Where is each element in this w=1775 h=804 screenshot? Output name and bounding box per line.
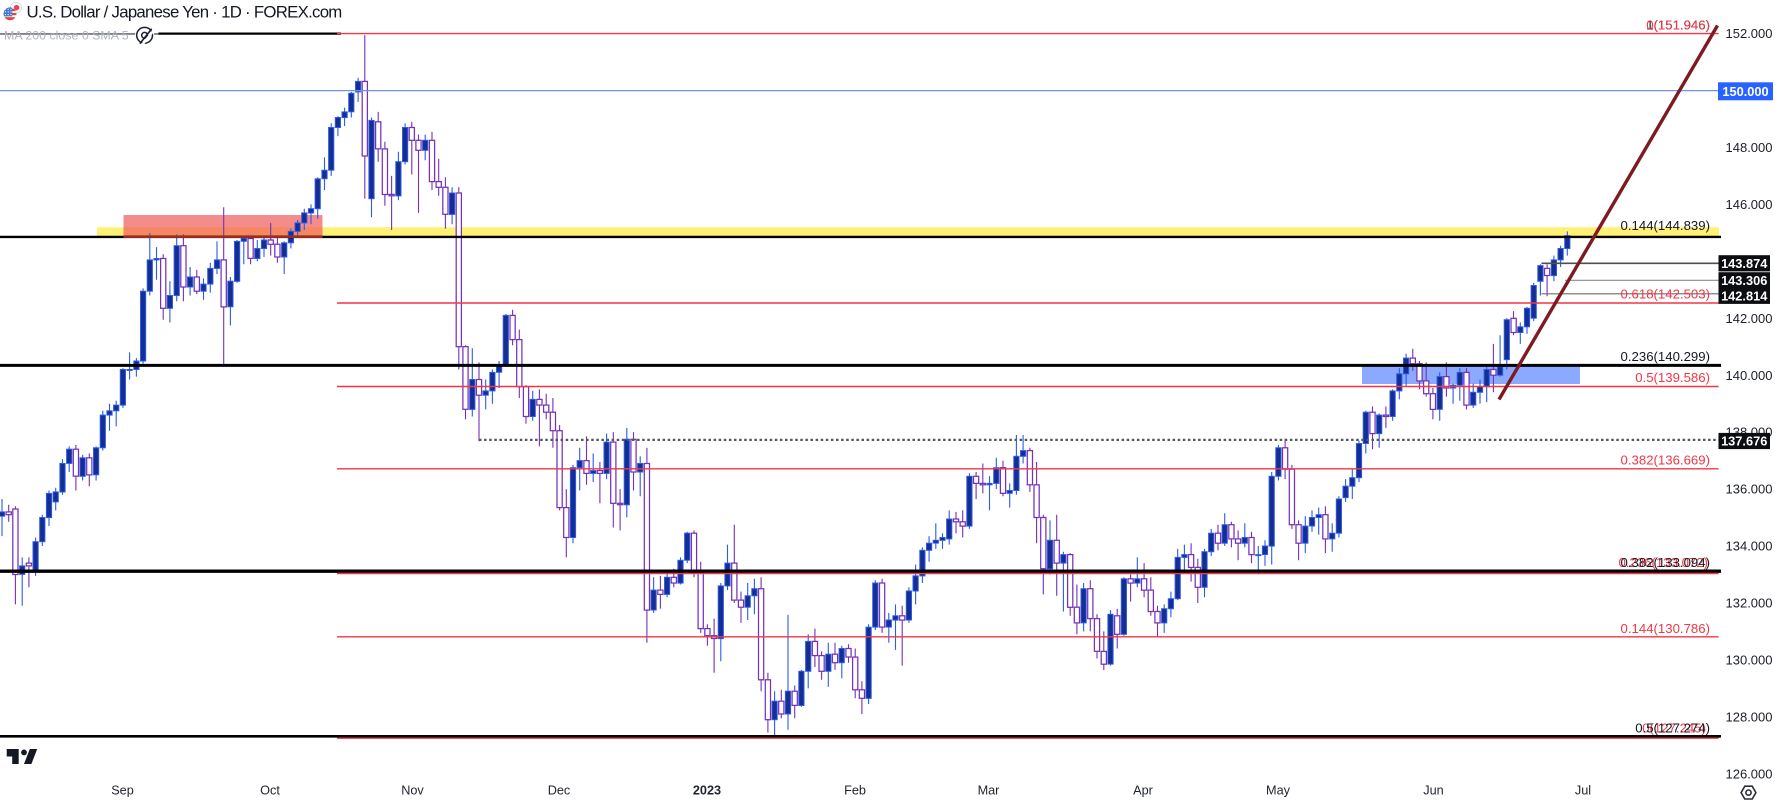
svg-text:0.382(136.669): 0.382(136.669)	[1621, 453, 1710, 468]
svg-text:2023: 2023	[693, 784, 721, 798]
svg-text:140.000: 140.000	[1726, 368, 1773, 383]
svg-text:MA 200 close 0 SMA 5: MA 200 close 0 SMA 5	[4, 29, 129, 43]
svg-text:0.618(142.503): 0.618(142.503)	[1621, 287, 1710, 302]
svg-text:0.144(144.839): 0.144(144.839)	[1621, 218, 1710, 233]
svg-text:0.5(127.274): 0.5(127.274)	[1635, 720, 1710, 735]
svg-text:Oct: Oct	[260, 784, 280, 798]
svg-text:143.874: 143.874	[1721, 256, 1768, 271]
svg-text:Sep: Sep	[111, 784, 134, 798]
svg-text:126.000: 126.000	[1726, 766, 1773, 781]
svg-text:142.814: 142.814	[1721, 288, 1768, 303]
svg-text:152.000: 152.000	[1726, 26, 1773, 41]
svg-text:0.236(133.072): 0.236(133.072)	[1619, 555, 1708, 570]
svg-text:0.144(130.786): 0.144(130.786)	[1621, 621, 1710, 636]
svg-text:Jul: Jul	[1575, 784, 1591, 798]
svg-text:Apr: Apr	[1133, 784, 1154, 798]
svg-text:0.382(133.094): 0.382(133.094)	[1621, 555, 1710, 570]
svg-text:130.000: 130.000	[1726, 652, 1773, 667]
svg-text:0.5(139.586): 0.5(139.586)	[1635, 370, 1710, 385]
svg-text:May: May	[1266, 784, 1291, 798]
svg-text:132.000: 132.000	[1726, 596, 1773, 611]
svg-text:143.306: 143.306	[1721, 273, 1767, 288]
svg-text:0.236(140.299): 0.236(140.299)	[1621, 349, 1710, 364]
svg-text:128.000: 128.000	[1726, 709, 1773, 724]
svg-text:Dec: Dec	[548, 784, 571, 798]
svg-text:134.000: 134.000	[1726, 539, 1773, 554]
svg-text:Nov: Nov	[401, 784, 424, 798]
svg-text:148.000: 148.000	[1726, 140, 1773, 155]
svg-text:136.000: 136.000	[1726, 482, 1773, 497]
svg-text:1(151.946): 1(151.946)	[1646, 17, 1710, 32]
svg-text:150.000: 150.000	[1722, 84, 1768, 99]
svg-text:0(127.245): 0(127.245)	[1642, 720, 1706, 735]
svg-text:142.000: 142.000	[1726, 311, 1773, 326]
svg-text:Feb: Feb	[844, 784, 866, 798]
svg-text:146.000: 146.000	[1726, 197, 1773, 212]
svg-text:U.S. Dollar / Japanese Yen · 1: U.S. Dollar / Japanese Yen · 1D · FOREX.…	[27, 3, 342, 22]
svg-text:Mar: Mar	[978, 784, 1001, 798]
svg-text:137.676: 137.676	[1721, 434, 1767, 449]
svg-text:Jun: Jun	[1423, 784, 1443, 798]
svg-text:0(151.946): 0(151.946)	[1646, 17, 1710, 32]
